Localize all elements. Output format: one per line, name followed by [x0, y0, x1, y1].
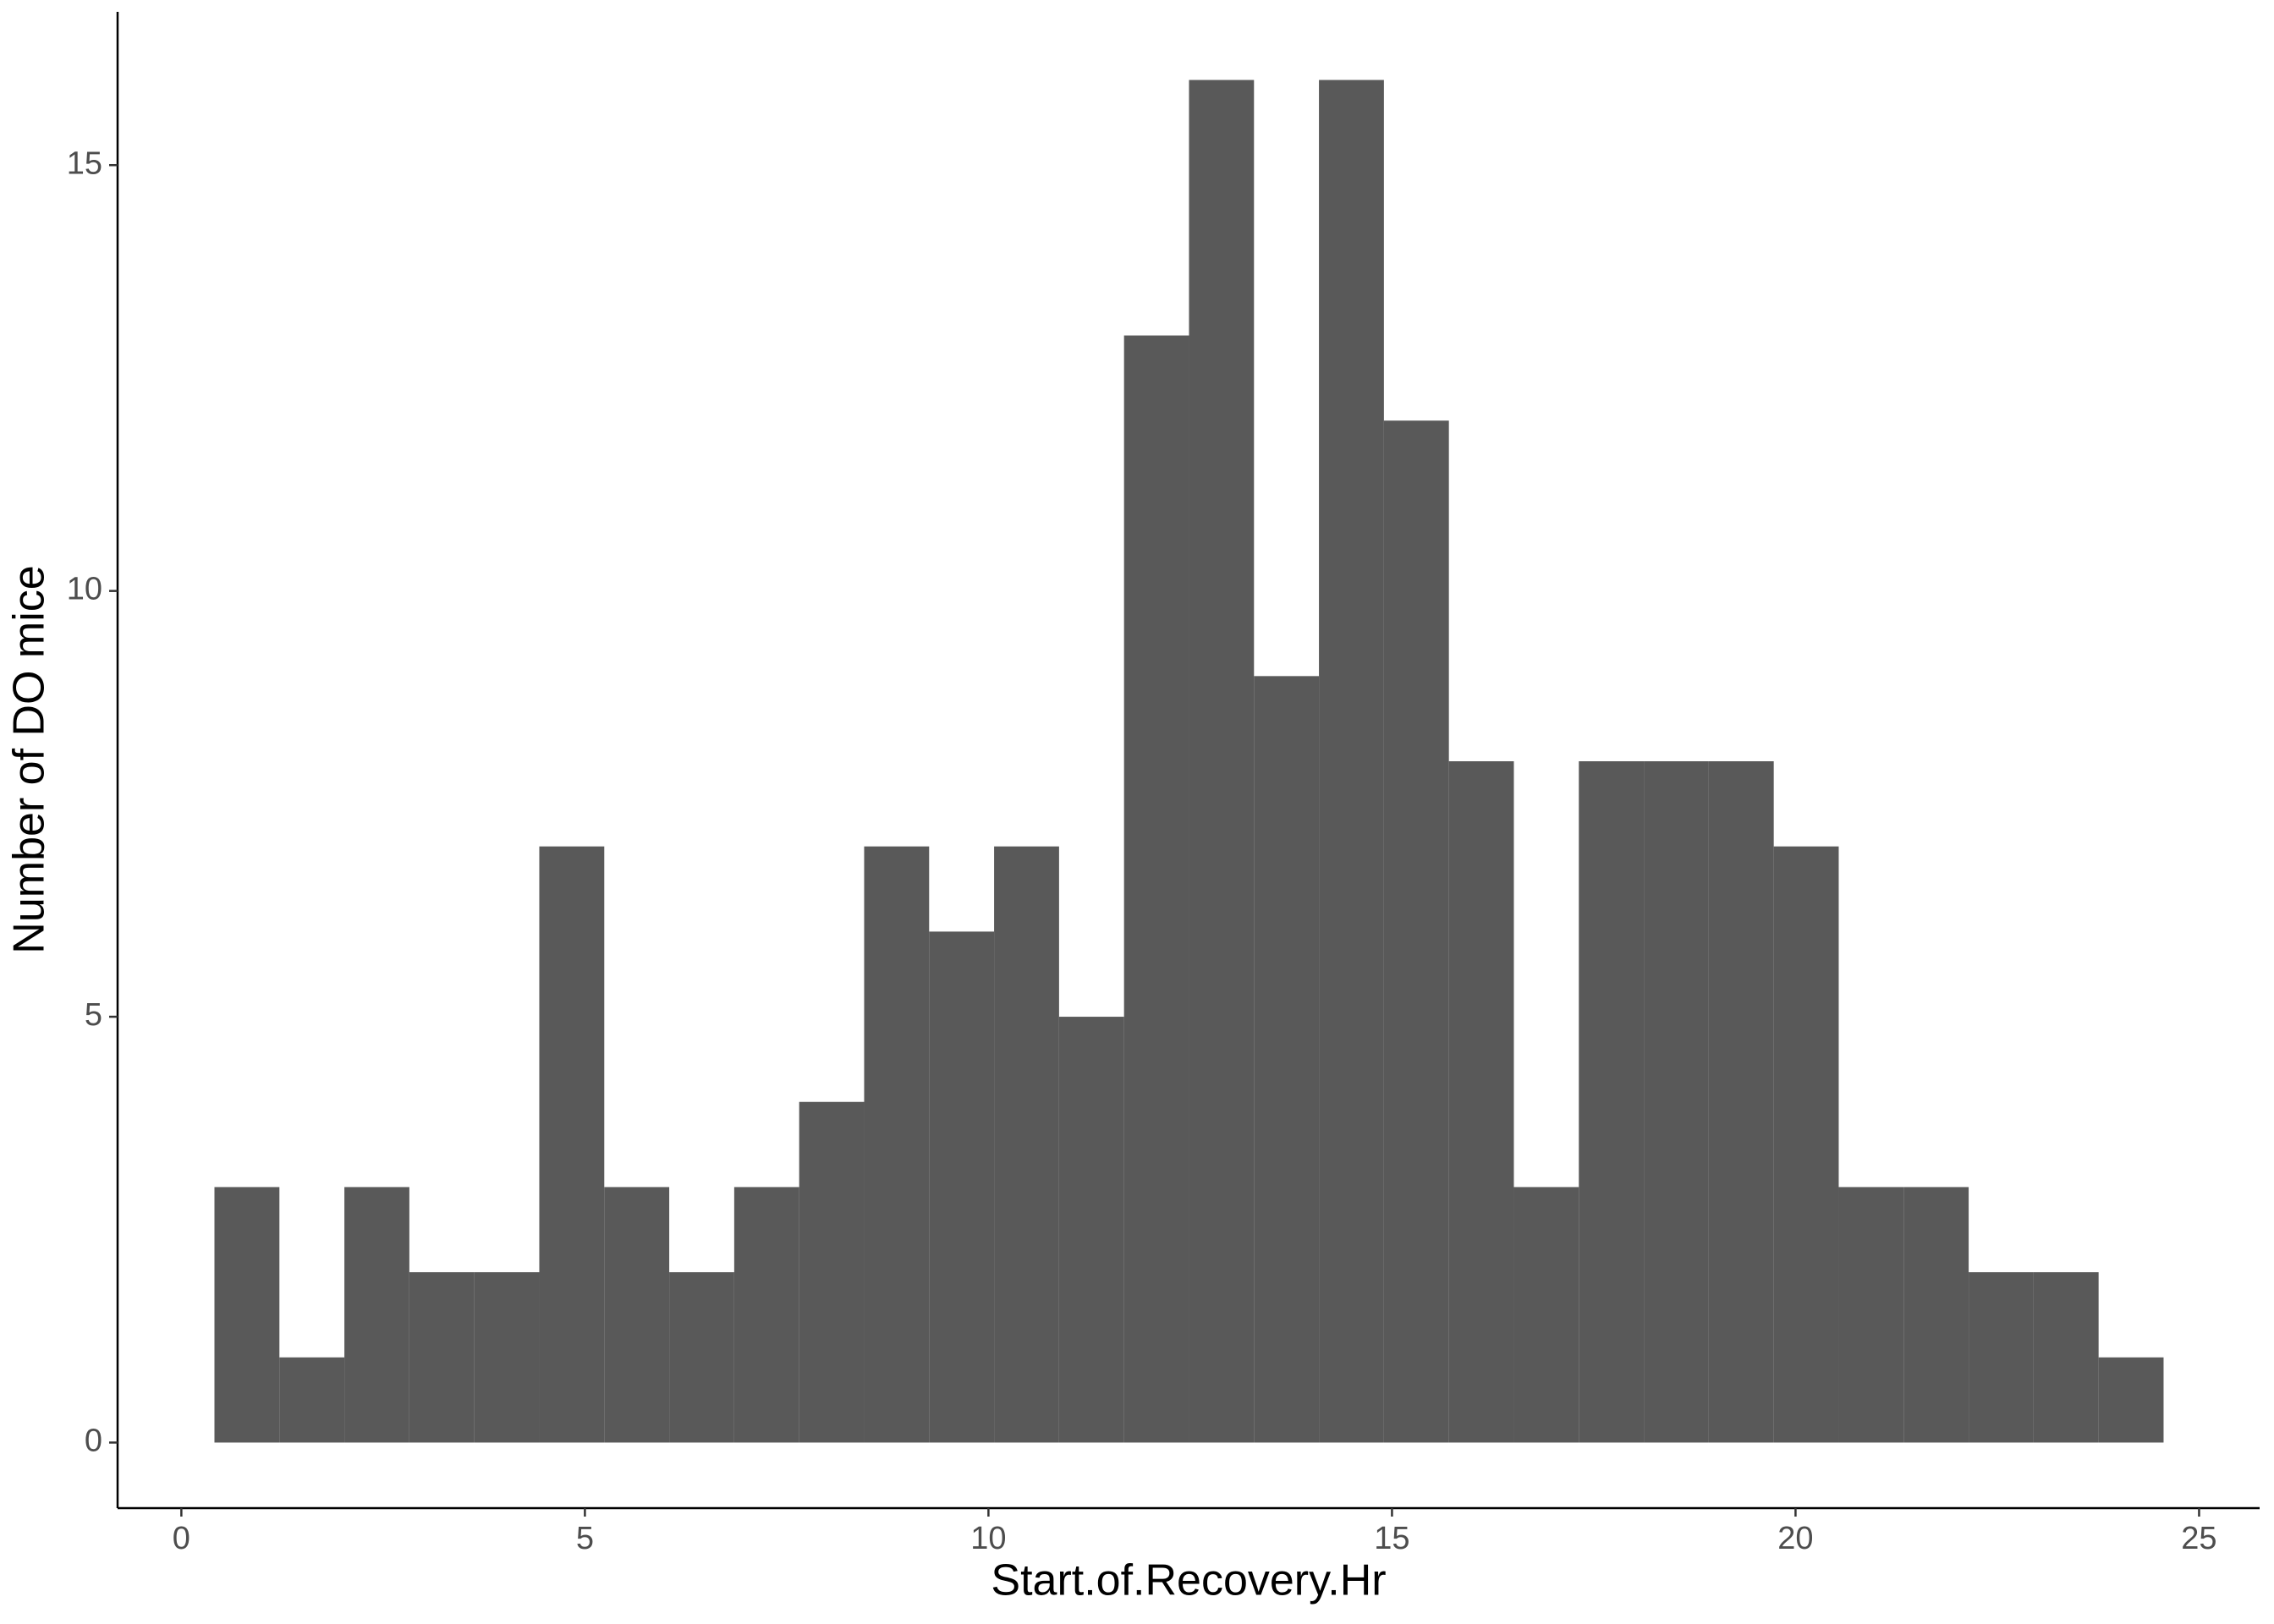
- bar: [1644, 761, 1709, 1443]
- bar: [279, 1357, 345, 1443]
- bar: [1838, 1187, 1904, 1443]
- bar: [1903, 1187, 1969, 1443]
- bar: [733, 1187, 799, 1443]
- bar: [1969, 1272, 2034, 1443]
- bar: [799, 1101, 865, 1443]
- bar: [604, 1187, 670, 1443]
- bar: [344, 1187, 409, 1443]
- bar: [1773, 846, 1839, 1443]
- x-tick-label: 25: [2181, 1521, 2216, 1556]
- bar: [1448, 761, 1514, 1443]
- bar: [2033, 1272, 2099, 1443]
- x-tick-label: 5: [576, 1521, 594, 1556]
- bar: [409, 1272, 475, 1443]
- bar: [1708, 761, 1774, 1443]
- bar: [1319, 80, 1384, 1443]
- y-tick-label: 15: [67, 145, 102, 181]
- bar: [1513, 1187, 1579, 1443]
- y-tick-label: 5: [85, 997, 102, 1033]
- bar: [1579, 761, 1645, 1443]
- bar: [1383, 420, 1449, 1443]
- bar: [1123, 335, 1189, 1443]
- bar: [2098, 1357, 2164, 1443]
- x-tick-label: 10: [970, 1521, 1006, 1556]
- bar: [864, 846, 930, 1443]
- x-axis-title: Start.of.Recovery.Hr: [991, 1556, 1386, 1605]
- x-tick-label: 20: [1777, 1521, 1813, 1556]
- bar: [669, 1272, 734, 1443]
- bar: [929, 931, 995, 1443]
- x-tick-label: 0: [173, 1521, 190, 1556]
- bar: [1058, 1017, 1124, 1443]
- y-tick-label: 0: [85, 1424, 102, 1459]
- bar: [474, 1272, 540, 1443]
- y-axis-title: Number of DO mice: [5, 565, 54, 953]
- bar: [539, 846, 605, 1443]
- y-tick-label: 10: [67, 572, 102, 607]
- bar: [994, 846, 1059, 1443]
- bar: [1254, 676, 1320, 1443]
- bar: [214, 1187, 280, 1443]
- bar: [1189, 80, 1255, 1443]
- x-tick-label: 15: [1374, 1521, 1409, 1556]
